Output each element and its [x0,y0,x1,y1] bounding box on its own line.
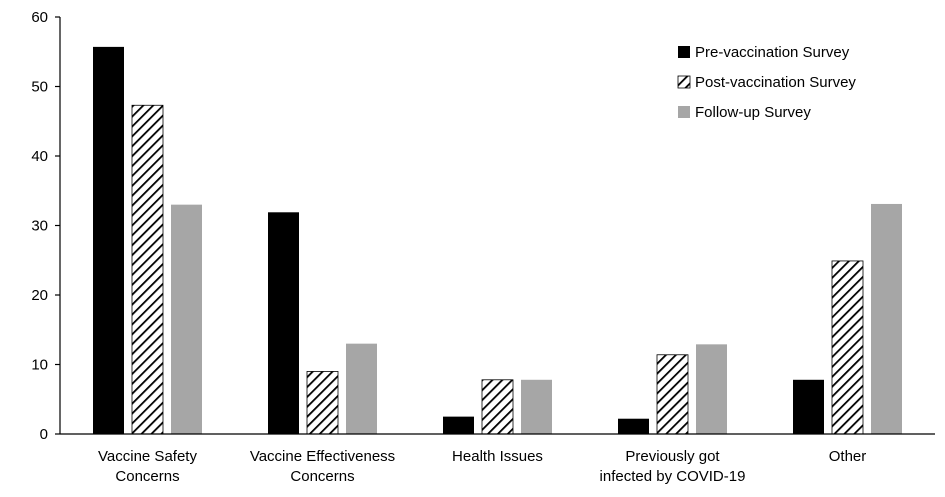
bar-follow-up-survey [696,344,727,434]
legend-label: Follow-up Survey [695,104,811,121]
bar-follow-up-survey [346,343,377,434]
bar-post-vaccination-survey [481,379,514,435]
y-tick-label: 60 [31,9,48,26]
y-tick-label: 10 [31,357,48,374]
x-category-label: Vaccine Effectiveness Concerns [250,448,395,485]
legend-label: Post-vaccination Survey [695,74,856,91]
legend-swatch [678,106,690,118]
bar-follow-up-survey [871,203,902,434]
x-category-label: Previously got infected by COVID-19 [600,448,746,485]
y-axis-ticks: 0 10 20 30 40 50 60 [31,9,60,443]
bar-pre-vaccination-survey [618,418,649,434]
bar-pre-vaccination-survey [443,416,474,434]
bars [93,46,902,435]
bar-post-vaccination-survey [306,371,339,435]
y-tick-label: 40 [31,148,48,165]
x-category-label: Vaccine Safety Concerns [98,448,197,485]
x-category-label: Other [829,448,867,465]
x-category-label: Health Issues [452,448,543,465]
bar-pre-vaccination-survey [268,212,299,434]
bar-post-vaccination-survey [131,104,164,435]
legend-label: Pre-vaccination Survey [695,44,850,61]
x-axis-labels: Vaccine Safety Concerns Vaccine Effectiven… [98,448,866,485]
y-tick-label: 50 [31,79,48,96]
y-tick-label: 30 [31,218,48,235]
bar-follow-up-survey [171,204,202,434]
legend: Pre-vaccination Survey Post-vaccination S… [677,44,856,121]
bar-post-vaccination-survey [831,260,864,435]
bar-post-vaccination-survey [656,354,689,435]
legend-swatch [677,75,691,89]
y-tick-label: 0 [40,426,48,443]
bar-pre-vaccination-survey [93,46,124,434]
legend-swatch [678,46,690,58]
y-tick-label: 20 [31,287,48,304]
bar-follow-up-survey [521,379,552,434]
bar-pre-vaccination-survey [793,379,824,434]
